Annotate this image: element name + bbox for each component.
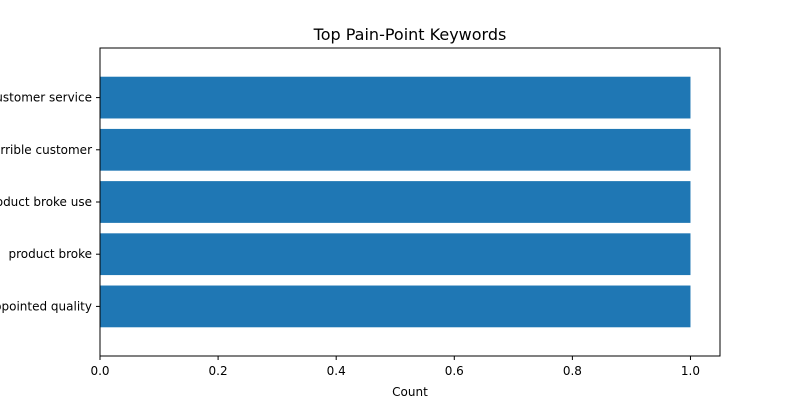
x-tick-label: 0.0 [90, 364, 109, 378]
x-tick-label: 1.0 [681, 364, 700, 378]
y-tick-label: product broke [8, 247, 92, 261]
bar-customer-service [100, 76, 691, 119]
bar-disappointed-quality [100, 285, 691, 328]
x-tick-label: 0.8 [563, 364, 582, 378]
y-tick-labels: customer service terrible customer product… [0, 91, 100, 313]
bar-terrible-customer [100, 128, 691, 171]
x-tick-labels: 0.0 0.2 0.4 0.6 0.8 1.0 [90, 356, 700, 378]
y-tick-label: terrible customer [0, 143, 92, 157]
chart-title: Top Pain-Point Keywords [313, 25, 507, 44]
x-axis-label: Count [392, 385, 428, 399]
bar-product-broke-use [100, 181, 691, 223]
y-tick-label: disappointed quality [0, 299, 92, 313]
y-tick-label: customer service [0, 91, 92, 105]
x-tick-label: 0.4 [327, 364, 346, 378]
bar-product-broke [100, 233, 691, 276]
x-tick-label: 0.6 [445, 364, 464, 378]
y-tick-label: product broke use [0, 195, 92, 209]
bars-group [100, 76, 691, 328]
x-tick-label: 0.2 [209, 364, 228, 378]
plot-frame [99, 47, 721, 357]
